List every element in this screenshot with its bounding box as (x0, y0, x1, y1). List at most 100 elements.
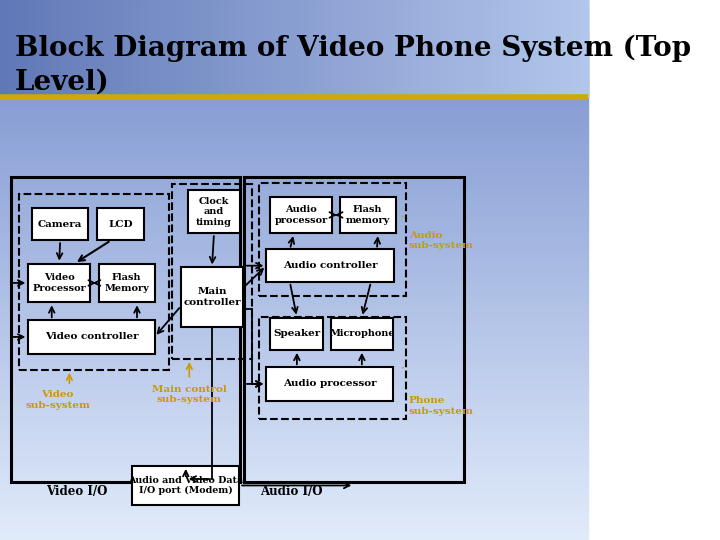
Text: Audio
sub-system: Audio sub-system (409, 231, 474, 250)
Bar (0, 122, 588, 126)
Bar (0, 11, 588, 13)
Bar (0, 96, 588, 97)
Bar (0, 450, 588, 455)
Bar (0, 94, 588, 96)
Bar (0, 401, 588, 405)
Bar (7, 0, 14, 97)
Bar (220, 0, 228, 97)
Bar (0, 436, 588, 441)
Bar (96, 0, 103, 97)
Bar (0, 58, 588, 60)
Bar (11, 177, 240, 482)
Bar (228, 0, 235, 97)
Bar (0, 310, 588, 315)
Bar (331, 318, 392, 350)
Text: Video
sub-system: Video sub-system (25, 390, 90, 410)
Text: Main control
sub-system: Main control sub-system (152, 385, 227, 404)
Bar (0, 8, 588, 10)
Bar (0, 26, 588, 28)
Text: Clock
and
timing: Clock and timing (196, 197, 232, 227)
Bar (0, 71, 588, 73)
Bar (0, 409, 588, 414)
Bar (0, 274, 588, 279)
Bar (97, 208, 144, 240)
Bar (0, 24, 588, 26)
Bar (573, 0, 580, 97)
Bar (367, 0, 375, 97)
Bar (0, 293, 588, 297)
Bar (0, 45, 588, 50)
Bar (0, 44, 588, 45)
Bar (0, 139, 588, 144)
Bar (213, 0, 220, 97)
Bar (0, 288, 588, 293)
Bar (0, 306, 588, 310)
Bar (536, 0, 544, 97)
Bar (0, 73, 588, 75)
Bar (191, 0, 199, 97)
Bar (0, 23, 588, 24)
Bar (0, 526, 588, 531)
Bar (0, 47, 588, 49)
Bar (73, 0, 81, 97)
Text: Audio
processor: Audio processor (275, 205, 328, 225)
Bar (0, 504, 588, 509)
Bar (0, 243, 588, 247)
Bar (0, 234, 588, 239)
Bar (0, 266, 588, 270)
Bar (0, 45, 588, 47)
Bar (0, 405, 588, 409)
Bar (0, 90, 588, 94)
Text: Microphone: Microphone (329, 329, 395, 338)
Bar (258, 183, 405, 296)
Bar (500, 0, 507, 97)
Bar (0, 387, 588, 392)
Bar (0, 320, 588, 324)
Bar (0, 230, 588, 234)
Bar (0, 81, 588, 85)
Bar (340, 197, 396, 233)
Bar (206, 0, 213, 97)
Bar (0, 42, 588, 44)
Bar (0, 18, 588, 23)
Bar (0, 49, 588, 50)
Bar (0, 72, 588, 77)
Bar (0, 225, 588, 229)
Bar (0, 18, 588, 19)
Bar (0, 14, 588, 18)
Bar (0, 522, 588, 526)
Bar (81, 0, 88, 97)
Bar (0, 65, 588, 66)
Bar (0, 315, 588, 320)
Bar (0, 94, 588, 99)
Bar (0, 13, 588, 15)
Bar (188, 190, 240, 233)
Bar (147, 0, 154, 97)
Bar (382, 0, 390, 97)
Text: Phone
sub-system: Phone sub-system (409, 396, 474, 416)
Bar (0, 382, 588, 387)
Bar (0, 83, 588, 84)
Bar (0, 202, 588, 207)
Bar (0, 455, 588, 459)
Bar (0, 79, 588, 81)
Bar (0, 180, 588, 185)
Bar (301, 0, 309, 97)
Bar (264, 0, 272, 97)
Bar (397, 0, 404, 97)
Bar (323, 0, 330, 97)
Bar (0, 472, 588, 477)
Bar (419, 0, 426, 97)
Bar (0, 84, 588, 86)
Bar (28, 320, 155, 354)
Bar (0, 4, 588, 9)
Bar (0, 6, 588, 8)
Bar (360, 0, 367, 97)
Bar (0, 53, 588, 55)
Bar (181, 267, 243, 327)
Bar (0, 351, 588, 355)
Bar (0, 15, 588, 16)
Bar (507, 0, 514, 97)
Bar (117, 0, 125, 97)
Bar (110, 0, 117, 97)
